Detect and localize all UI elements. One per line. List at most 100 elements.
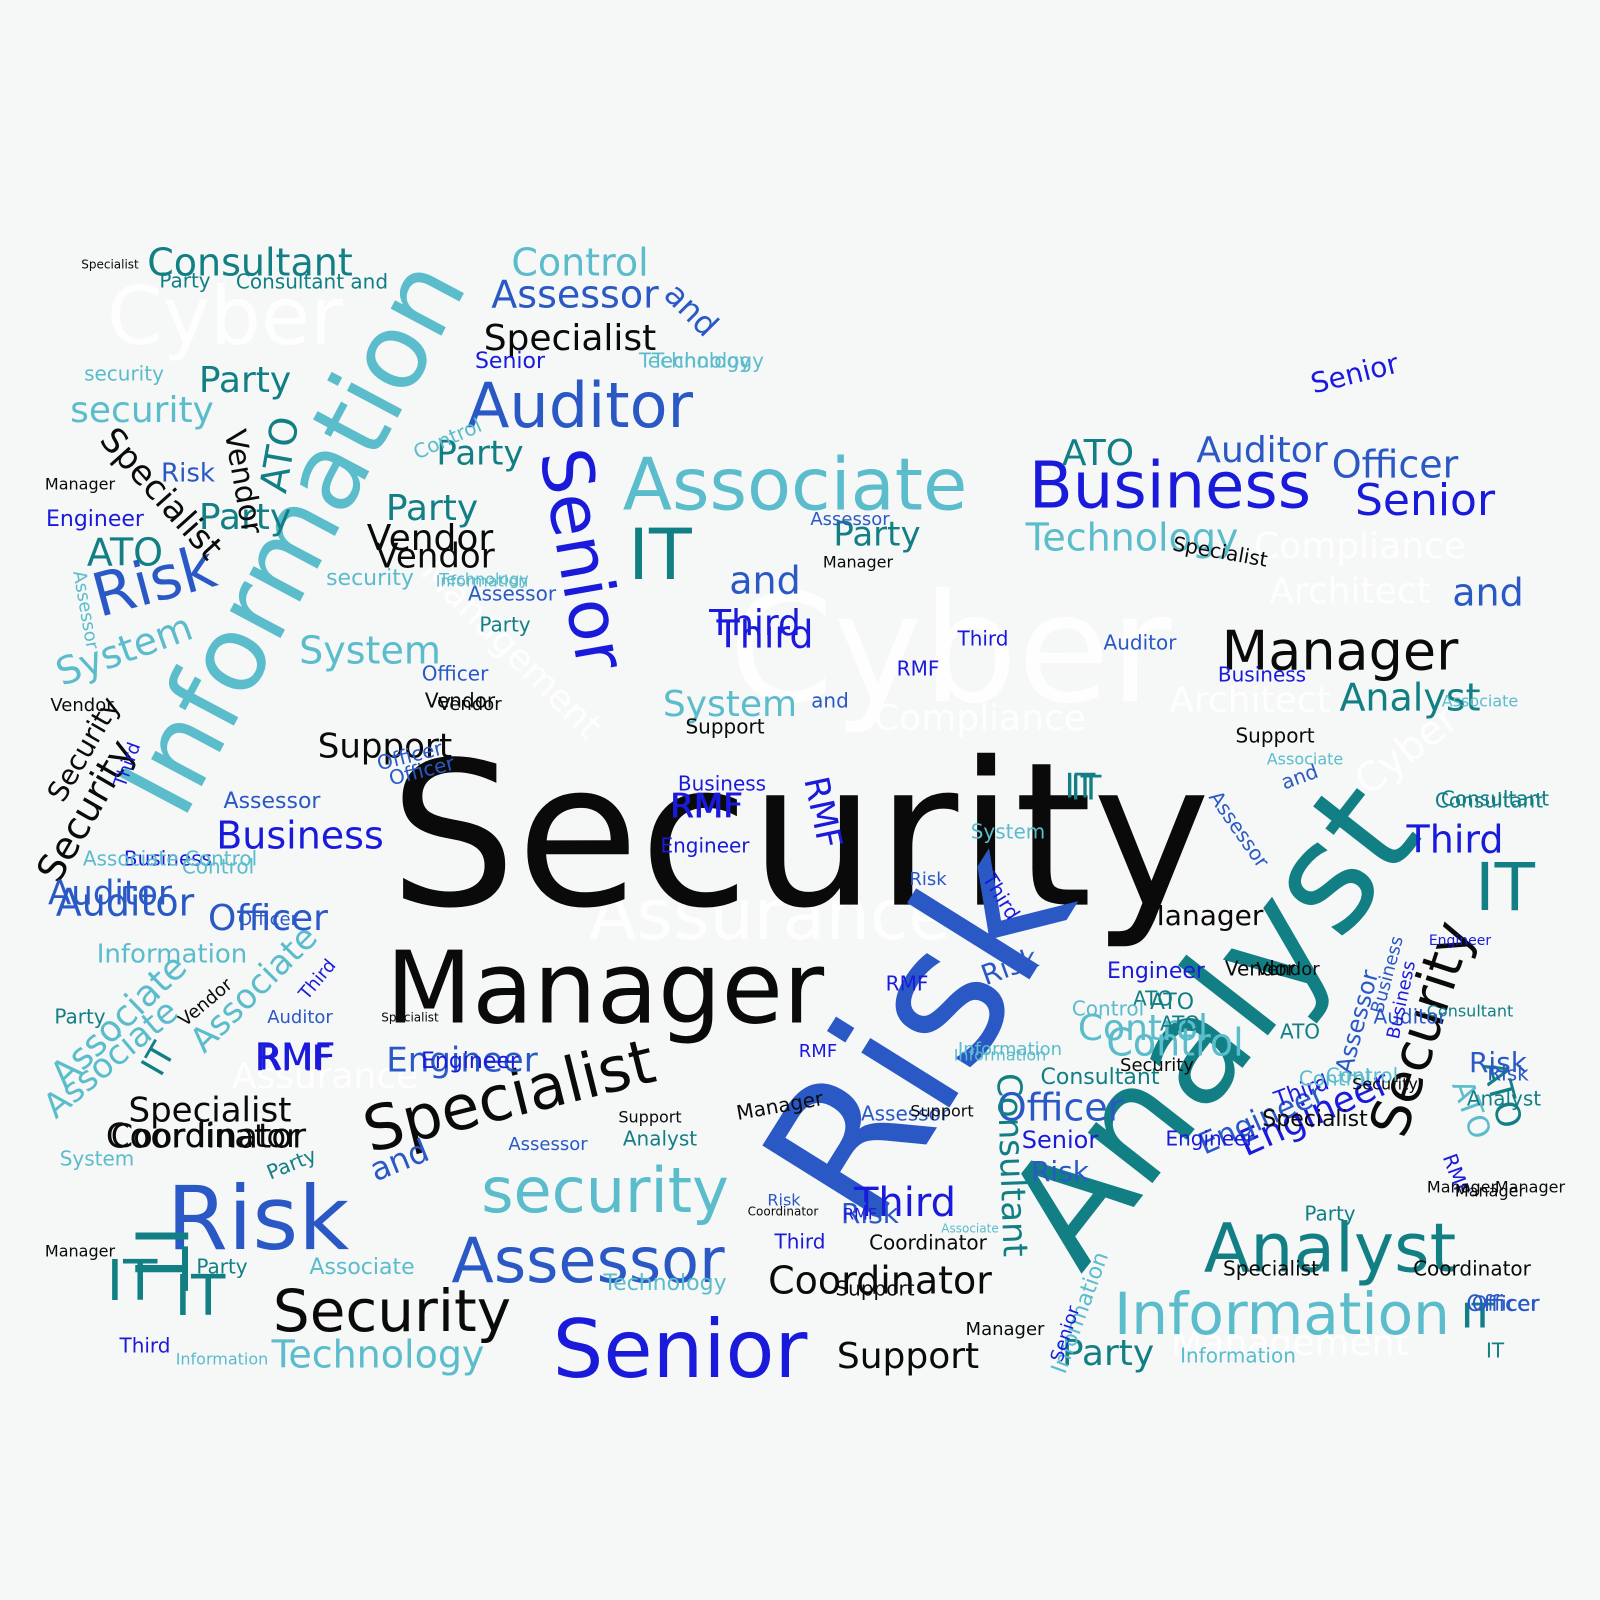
word-consultant: Consultant xyxy=(1041,1065,1160,1090)
word-third: Third xyxy=(1406,818,1504,862)
word-vendor: Vendor xyxy=(1225,957,1296,981)
word-architect: Architect xyxy=(1269,571,1430,612)
word-control: Control xyxy=(511,241,648,285)
word-support: Support xyxy=(618,1108,681,1127)
word-manager: Manager xyxy=(45,475,116,494)
word-security: security xyxy=(326,566,414,591)
word-support: Support xyxy=(835,1277,914,1301)
word-senior: Senior xyxy=(475,349,546,374)
word-ato: ATO xyxy=(1062,433,1134,474)
word-party: Party xyxy=(1304,1202,1355,1226)
word-manager: Manager xyxy=(1141,899,1264,932)
word-analyst: Analyst xyxy=(623,1127,697,1151)
word-specialist: Specialist xyxy=(381,1011,439,1025)
word-coordinator: Coordinator xyxy=(748,1205,819,1219)
word-party: Party xyxy=(196,1255,247,1279)
word-party: Party xyxy=(54,1005,105,1029)
word-rmf: RMF xyxy=(843,1205,877,1224)
word-assessor: Assessor xyxy=(224,789,322,814)
word-coordinator: Coordinator xyxy=(106,1117,306,1157)
word-ato: ATO xyxy=(1133,987,1173,1011)
word-consultant: Consultant xyxy=(1435,789,1543,813)
word-associate: Associate xyxy=(623,443,968,527)
word-officer: Officer xyxy=(238,909,299,930)
word-vendor: Vendor xyxy=(425,689,496,713)
word-senior: Senior xyxy=(553,1303,808,1396)
word-manager: Manager xyxy=(1455,1182,1526,1201)
word-engineer: Engineer xyxy=(1165,1127,1255,1151)
word-consultant: Consultant xyxy=(988,1072,1034,1257)
word-risk: Risk xyxy=(1469,1046,1528,1079)
word-vendor: Vendor xyxy=(1256,959,1320,980)
word-technology: Technology xyxy=(638,349,751,373)
word-it: IT xyxy=(175,1264,227,1329)
word-rmf: RMF xyxy=(671,787,744,827)
word-it: IT xyxy=(1486,1339,1505,1363)
word-specialist: Specialist xyxy=(129,1091,292,1131)
word-manager: Manager xyxy=(386,929,825,1046)
word-compliance: Compliance xyxy=(1254,526,1466,567)
word-risk: Risk xyxy=(161,459,215,489)
word-information: Information xyxy=(958,1039,1062,1060)
word-engineer: Engineer xyxy=(386,1041,537,1081)
word-technology: Technology xyxy=(438,570,529,589)
word-officer: Officer xyxy=(997,1086,1124,1130)
word-party: Party xyxy=(479,613,530,637)
word-ato: ATO xyxy=(1280,1020,1320,1044)
word-specialist: Specialist xyxy=(1262,1107,1368,1132)
word-technology: Technology xyxy=(1025,516,1239,560)
word-risk: Risk xyxy=(841,1197,900,1230)
word-it: IT xyxy=(1065,767,1096,807)
word-officer: Officer xyxy=(422,662,489,686)
word-party: Party xyxy=(199,360,291,401)
word-information: Information xyxy=(954,1046,1047,1065)
word-rmf: RMF xyxy=(886,972,929,996)
word-associate: Associate xyxy=(309,1255,414,1280)
word-and: and xyxy=(729,559,801,603)
word-assessor: Assessor xyxy=(810,509,890,530)
word-control: Control xyxy=(1106,1021,1243,1065)
word-security: security xyxy=(84,362,164,386)
word-auditor: Auditor xyxy=(467,369,694,442)
word-system: System xyxy=(971,820,1046,844)
word-party: Party xyxy=(833,515,920,555)
word-business: Business xyxy=(678,772,766,796)
word-manager: Manager xyxy=(823,553,894,572)
word-risk: Risk xyxy=(909,869,947,890)
word-auditor: Auditor xyxy=(1196,430,1327,471)
word-system: System xyxy=(663,684,797,725)
word-support: Support xyxy=(685,715,764,739)
word-security: Security xyxy=(389,720,1210,953)
word-it: IT xyxy=(107,1249,159,1314)
word-support: Support xyxy=(910,1102,973,1121)
word-specialist: Specialist xyxy=(1223,1257,1319,1281)
word-risk: Risk xyxy=(1487,1062,1529,1086)
word-auditor: Auditor xyxy=(1374,1005,1448,1029)
word-ato: ATO xyxy=(1160,1012,1200,1036)
word-technology: Technology xyxy=(602,1271,726,1296)
word-it: IT xyxy=(1071,769,1102,809)
word-rmf: RMF xyxy=(799,1041,837,1062)
word-control: Control xyxy=(1299,1067,1371,1091)
word-ato: ATO xyxy=(1150,990,1194,1015)
word-system: System xyxy=(60,1147,135,1171)
word-it: IT xyxy=(1463,1297,1494,1337)
word-compliance: Compliance xyxy=(874,698,1086,739)
word-third: Third xyxy=(708,603,801,644)
word-assessor: Assessor xyxy=(861,1102,950,1126)
word-vendor: Vendor xyxy=(367,518,494,559)
word-and: and xyxy=(1452,571,1524,615)
word-third: Third xyxy=(853,1180,956,1226)
word-engineer: Engineer xyxy=(1107,959,1206,984)
word-risk: Risk xyxy=(167,1167,349,1270)
word-auditor: Auditor xyxy=(1104,631,1178,655)
word-party: Party xyxy=(199,497,291,538)
word-rmf: RMF xyxy=(259,1039,332,1079)
word-officer: Officer xyxy=(208,898,328,939)
word-technology: Technology xyxy=(651,349,764,373)
word-senior: Senior xyxy=(1355,475,1496,526)
word-consultant-and: Consultant and xyxy=(236,270,388,294)
word-management: Management xyxy=(1171,1323,1408,1364)
word-auditor: Auditor xyxy=(56,881,195,925)
